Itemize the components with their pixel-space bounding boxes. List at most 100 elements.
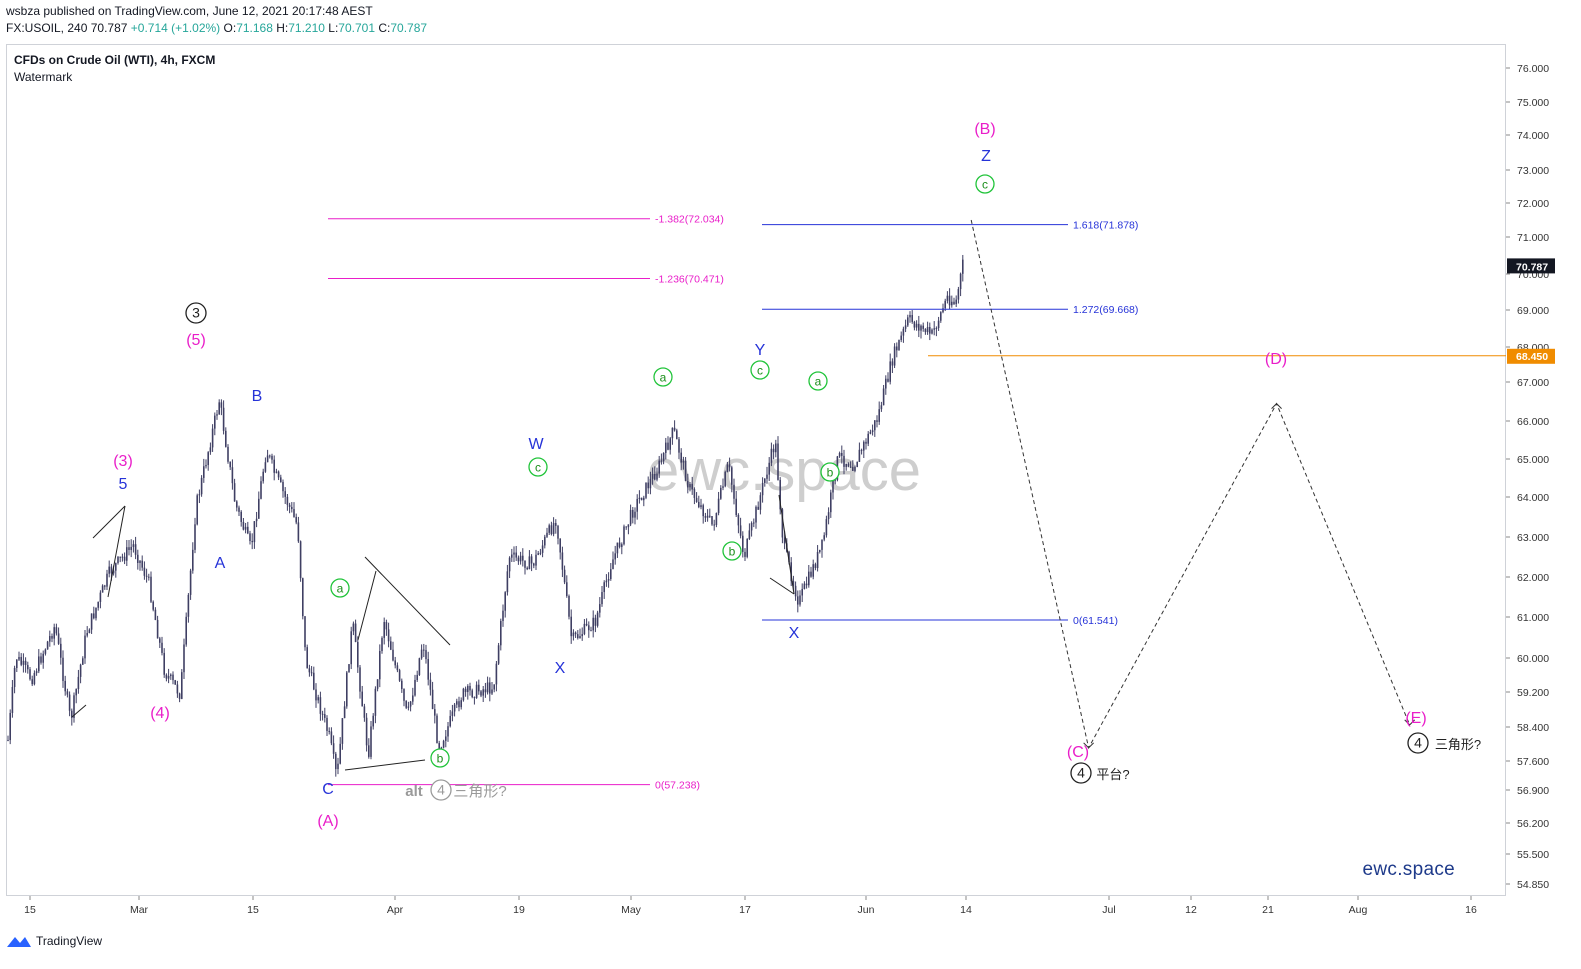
candle-body (229, 461, 231, 468)
candle-body (922, 325, 924, 329)
candle-body (365, 717, 368, 746)
wave-label: (5) (186, 332, 206, 349)
candle-body (902, 328, 905, 336)
candle-body (957, 289, 960, 300)
trend-line (364, 556, 451, 646)
candle-body (339, 743, 341, 764)
candle-body (669, 438, 671, 450)
wave-label-circle (820, 462, 840, 482)
candle-body (775, 443, 777, 453)
candle-body (354, 623, 357, 642)
fib-level-label: 1.272(69.668) (1073, 304, 1138, 316)
candle-body (772, 448, 775, 453)
candle-body (392, 649, 394, 661)
candle-body (726, 464, 729, 472)
candle-body (64, 680, 66, 692)
wave-label: a (337, 582, 344, 596)
wave-label: (D) (1265, 351, 1287, 368)
tradingview-logo-icon (7, 937, 31, 947)
candle-body (123, 556, 126, 561)
candle-body (962, 259, 964, 274)
candle-body (596, 612, 599, 626)
candle-body (216, 414, 218, 416)
candle-body (49, 636, 51, 642)
candle-body (24, 660, 27, 666)
candle-body (524, 560, 526, 568)
wave-label-circle (185, 302, 207, 324)
candle-body (310, 672, 313, 674)
candle-body (801, 588, 803, 596)
wave-label: 4 (1077, 765, 1085, 781)
y-axis-tick-label: 61.000 (1517, 612, 1549, 624)
candle-body (275, 471, 278, 473)
candle-body (838, 452, 841, 457)
candle-body (266, 455, 269, 463)
candle-body (526, 567, 528, 570)
candle-body (577, 634, 579, 639)
wave-label: c (982, 178, 988, 192)
symbol-label[interactable]: FX:USOIL, 240 (6, 21, 88, 35)
candle-body (176, 684, 179, 694)
wave-label-circle (430, 748, 450, 768)
candle-body (823, 535, 825, 540)
x-axis-tick-label: Aug (1349, 904, 1368, 916)
candle-body (13, 668, 16, 688)
watermark-label: Watermark (14, 70, 73, 84)
candle-body (563, 569, 566, 583)
candle-body (904, 325, 907, 329)
x-axis-tick-label: 15 (24, 904, 36, 916)
candle-body (852, 467, 854, 471)
candle-body (924, 328, 927, 333)
wave-label: W (528, 436, 544, 453)
candle-body (214, 415, 216, 429)
candle-body (137, 554, 139, 563)
change-value: +0.714 (+1.02%) (130, 21, 221, 35)
candle-body (684, 460, 687, 482)
candle-body (673, 427, 676, 431)
candle-body (865, 441, 867, 444)
y-axis-tick-label: 72.000 (1517, 198, 1549, 210)
candle-body (11, 687, 14, 713)
candle-body (528, 556, 531, 570)
wave-label: 三角形? (453, 783, 506, 800)
candle-body (885, 378, 887, 389)
candle-body (660, 460, 663, 462)
candle-body (794, 585, 797, 597)
candle-body (174, 680, 176, 685)
candle-body (299, 541, 302, 579)
candle-body (55, 627, 58, 634)
candle-body (473, 697, 476, 699)
candle-body (555, 522, 557, 526)
wave-label: C (322, 781, 334, 798)
candle-body (590, 630, 592, 632)
y-axis-tick-label: 67.000 (1517, 377, 1549, 389)
candle-body (376, 679, 379, 689)
candle-body (887, 378, 889, 382)
wave-label: A (215, 555, 226, 572)
candle-body (656, 473, 658, 480)
candle-body (737, 514, 740, 526)
candle-body (706, 515, 709, 518)
wave-label: 4 (1414, 735, 1422, 751)
candle-body (876, 420, 878, 422)
candle-body (533, 563, 535, 566)
wave-label: a (660, 371, 667, 385)
y-axis-tick-label: 64.000 (1517, 492, 1549, 504)
candle-body (691, 483, 693, 490)
candle-body (753, 522, 755, 524)
candle-body (843, 455, 845, 467)
candle-body (627, 524, 630, 528)
candle-body (407, 706, 410, 708)
candle-body (220, 402, 223, 408)
high-label: H: (276, 21, 289, 35)
candle-body (623, 526, 625, 545)
candle-body (728, 464, 731, 468)
candle-body (878, 409, 880, 422)
candle-body (343, 706, 346, 719)
candle-body (462, 688, 465, 701)
candle-body (491, 689, 493, 694)
candle-body (682, 460, 685, 463)
candle-body (480, 691, 482, 696)
candle-body (572, 632, 575, 637)
